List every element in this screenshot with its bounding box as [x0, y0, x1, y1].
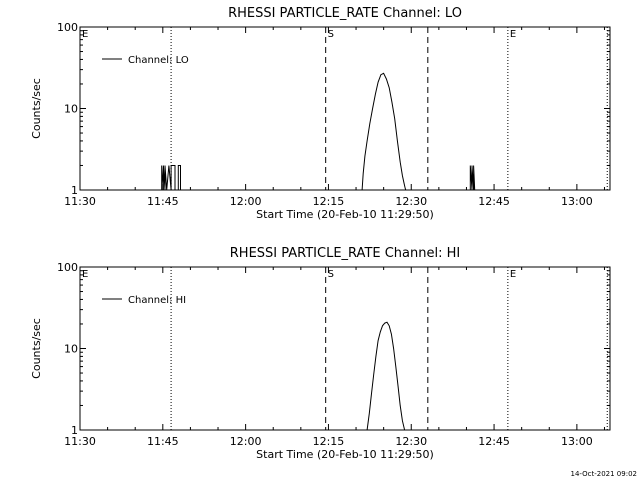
y-tick-label: 100	[57, 261, 78, 274]
plot-frame	[79, 26, 611, 191]
legend-label: Channel: HI	[128, 295, 186, 306]
marker-label: S	[328, 29, 334, 40]
y-axis-label: Counts/sec	[30, 78, 43, 139]
marker-label: E	[82, 29, 88, 40]
x-tick-label: 12:30	[395, 435, 427, 448]
chart-title: RHESSI PARTICLE_RATE Channel: HI	[230, 246, 460, 261]
x-axis-label: Start Time (20-Feb-10 11:29:50)	[256, 448, 434, 461]
series-line	[161, 165, 181, 191]
marker-label: E	[510, 29, 516, 40]
x-tick-label: 12:00	[230, 435, 262, 448]
x-tick-label: 12:15	[313, 195, 345, 208]
series-line	[361, 72, 407, 191]
x-tick-label: 11:45	[147, 435, 179, 448]
y-tick-label: 10	[64, 343, 78, 356]
x-tick-label: 11:30	[64, 435, 96, 448]
y-axis-label: Counts/sec	[30, 318, 43, 379]
series-line	[469, 165, 476, 191]
timestamp: 14-Oct-2021 09:02	[571, 470, 637, 478]
y-tick-label: 100	[57, 21, 78, 34]
panel-lo: RHESSI PARTICLE_RATE Channel: LO 11:30 11:…	[30, 6, 611, 221]
x-tick-label: 13:00	[561, 435, 593, 448]
x-tick-label: 12:00	[230, 195, 262, 208]
x-axis-label: Start Time (20-Feb-10 11:29:50)	[256, 208, 434, 221]
y-tick-label: 1	[71, 424, 78, 437]
x-tick-label: 12:30	[395, 195, 427, 208]
marker-label: S	[328, 269, 334, 280]
x-tick-label: 13:00	[561, 195, 593, 208]
x-tick-label: 12:15	[313, 435, 345, 448]
x-tick-label: 12:45	[478, 195, 510, 208]
chart-title: RHESSI PARTICLE_RATE Channel: LO	[228, 6, 462, 21]
series-line	[366, 321, 406, 431]
marker-label: E	[82, 269, 88, 280]
x-tick-label: 12:45	[478, 435, 510, 448]
y-tick-label: 1	[71, 184, 78, 197]
legend-label: Channel: LO	[128, 55, 189, 66]
y-tick-label: 10	[64, 103, 78, 116]
x-tick-label: 11:45	[147, 195, 179, 208]
plot-frame	[79, 266, 611, 431]
marker-label: E	[510, 269, 516, 280]
panel-hi: RHESSI PARTICLE_RATE Channel: HI 11:30 11:…	[30, 246, 611, 461]
x-tick-label: 11:30	[64, 195, 96, 208]
